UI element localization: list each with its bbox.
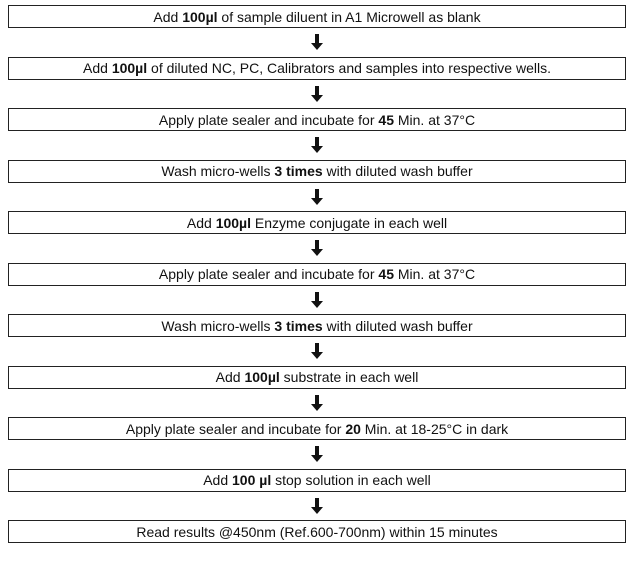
step-text: Add — [153, 8, 183, 25]
arrow — [311, 497, 323, 514]
step-text: Min. at 18-25°C in dark — [360, 420, 509, 437]
arrow — [311, 446, 323, 463]
step-text: stop solution in each well — [271, 472, 431, 488]
step-text: with diluted wash buffer — [322, 163, 473, 179]
step-box: Add 100 µl stop solution in each well — [8, 468, 626, 492]
step-text-bold: 100µl — [215, 214, 252, 231]
step-text: Apply plate sealer and incubate for — [125, 420, 346, 437]
step-box: Wash micro-wells 3 times with diluted wa… — [8, 159, 626, 183]
step-text-bold: 100µl — [244, 369, 280, 385]
arrow — [311, 343, 323, 360]
step-box: Read results @450nm (Ref.600-700nm) with… — [8, 520, 626, 543]
step-box: Add 100µl of diluted NC, PC, Calibrators… — [8, 56, 626, 80]
step-text-bold: 100 µl — [232, 472, 272, 488]
step-text: Add — [186, 214, 216, 231]
step-text: of diluted NC, PC, Calibrators and sampl… — [147, 60, 551, 76]
arrow — [311, 188, 323, 205]
step-text-bold: 100µl — [182, 8, 218, 25]
arrow — [311, 85, 323, 102]
arrow — [311, 137, 323, 154]
arrow — [311, 394, 323, 411]
step-box: Wash micro-wells 3 times with diluted wa… — [8, 314, 626, 337]
step-box: Apply plate sealer and incubate for 45 M… — [8, 108, 626, 131]
arrow — [311, 240, 323, 257]
arrow-head — [311, 446, 323, 463]
arrow-head — [311, 394, 323, 411]
step-text: Apply plate sealer and incubate for — [158, 111, 379, 128]
step-text: Enzyme conjugate in each well — [251, 214, 448, 231]
step-text-bold: 3 times — [274, 317, 323, 334]
arrow-head — [311, 291, 323, 308]
step-box: Apply plate sealer and incubate for 20 M… — [8, 417, 626, 440]
step-text: Add — [203, 472, 233, 488]
step-box: Apply plate sealer and incubate for 45 M… — [8, 262, 626, 286]
arrow-head — [311, 137, 323, 154]
step-text: Min. at 37°C — [393, 111, 476, 128]
step-text-bold: 20 — [345, 420, 361, 437]
arrow-head — [311, 188, 323, 205]
step-text: Wash micro-wells — [161, 317, 275, 334]
step-text: with diluted wash buffer — [322, 317, 473, 334]
step-text: Wash micro-wells — [161, 163, 275, 179]
step-text-bold: 100µl — [111, 60, 148, 76]
step-box: Add 100µl Enzyme conjugate in each well — [8, 211, 626, 234]
step-text: of sample diluent in A1 Microwell as bla… — [217, 8, 481, 25]
step-text-bold: 3 times — [274, 163, 323, 179]
step-text: substrate in each well — [279, 369, 419, 385]
step-text-bold: 45 — [378, 111, 394, 128]
step-box: Add 100µl substrate in each well — [8, 365, 626, 389]
step-text: Add — [83, 60, 112, 76]
arrow — [311, 291, 323, 308]
arrow-head — [311, 85, 323, 102]
arrow-head — [311, 240, 323, 257]
step-text: Add — [215, 369, 245, 385]
step-text: Min. at 37°C — [393, 266, 476, 282]
step-text: Read results @450nm (Ref.600-700nm) with… — [136, 523, 498, 540]
step-text: Apply plate sealer and incubate for — [158, 266, 379, 282]
arrow-head — [311, 497, 323, 514]
arrow — [311, 34, 323, 51]
step-box: Add 100µl of sample diluent in A1 Microw… — [8, 5, 626, 28]
arrow-head — [311, 343, 323, 360]
arrow-head — [311, 34, 323, 51]
step-text-bold: 45 — [378, 266, 394, 282]
